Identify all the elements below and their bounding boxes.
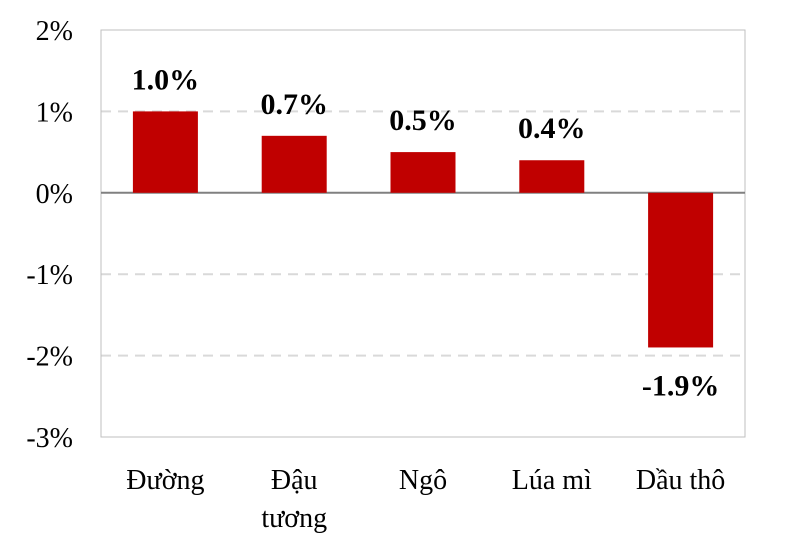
category-label: Đường — [126, 465, 204, 496]
data-label: 0.7% — [260, 88, 328, 121]
category-label: Ngô — [399, 465, 447, 496]
data-label: -1.9% — [642, 369, 720, 402]
category-label: Dầu thô — [636, 465, 725, 496]
bar — [261, 135, 327, 193]
y-axis-tick-labels: 2% 1% 0% -1% -2% -3% — [26, 16, 73, 454]
y-tick-label: 2% — [36, 16, 73, 47]
y-tick-label: 1% — [36, 97, 73, 128]
category-label: Lúa mì — [512, 465, 592, 496]
y-tick-label: 0% — [36, 179, 73, 210]
category-label: Đậu tương — [261, 465, 327, 534]
y-tick-label: -2% — [26, 342, 73, 373]
plot-area-border — [100, 29, 746, 438]
bar — [390, 152, 456, 193]
y-tick-label: -3% — [26, 423, 73, 454]
bar — [519, 160, 585, 193]
bar — [648, 192, 714, 348]
data-label: 0.5% — [389, 104, 457, 137]
bars — [132, 111, 714, 348]
gridlines — [101, 110, 745, 357]
data-labels: 1.0% 0.7% 0.5% 0.4% -1.9% — [132, 63, 720, 402]
data-label: 1.0% — [132, 63, 200, 96]
bar — [132, 111, 198, 193]
y-tick-label: -1% — [26, 260, 73, 291]
data-label: 0.4% — [518, 112, 586, 145]
x-axis-category-labels: Đường Đậu tương Ngô Lúa mì Dầu thô — [126, 465, 725, 534]
